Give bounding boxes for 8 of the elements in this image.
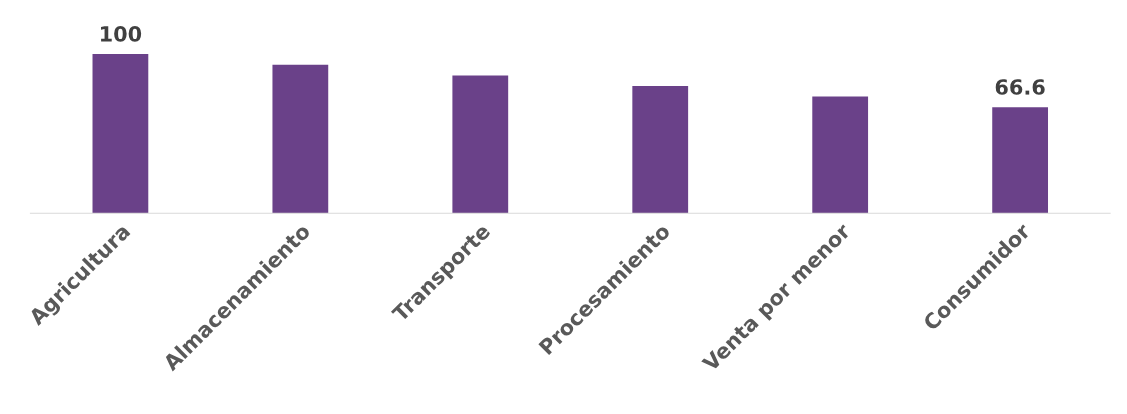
bar bbox=[92, 54, 149, 214]
data-label: 100 bbox=[101, 25, 142, 42]
data-label: 66.6 bbox=[995, 79, 1045, 95]
bar bbox=[632, 86, 689, 214]
bar bbox=[812, 96, 869, 214]
bar bbox=[452, 75, 509, 214]
bar bbox=[992, 107, 1049, 214]
bar bbox=[272, 64, 329, 214]
